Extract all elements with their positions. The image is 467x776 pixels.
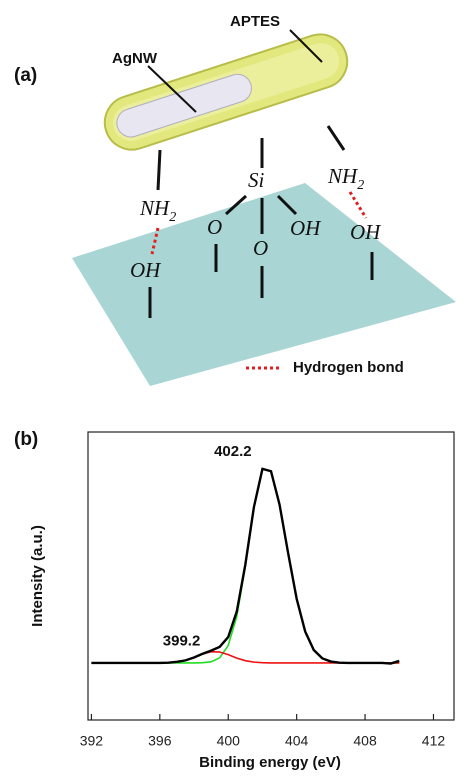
x-tick-label: 392 bbox=[80, 733, 104, 749]
atom-label: O bbox=[207, 215, 222, 239]
atom-subscript: 2 bbox=[169, 210, 176, 225]
atom-text: NH bbox=[139, 196, 171, 220]
bond bbox=[158, 150, 160, 190]
panel-label: (b) bbox=[14, 429, 38, 450]
atom-label: OH bbox=[350, 220, 382, 244]
page: {"diagram": {"panel_label": "(a)", "rod_… bbox=[0, 0, 467, 776]
x-tick-label: 404 bbox=[285, 733, 309, 749]
atom-label: Si bbox=[248, 168, 265, 192]
substrate bbox=[72, 183, 456, 386]
x-tick-label: 396 bbox=[148, 733, 172, 749]
panel-label: (a) bbox=[14, 65, 37, 86]
legend-label: Hydrogen bond bbox=[293, 359, 404, 376]
x-tick-label: 408 bbox=[353, 733, 377, 749]
rod-label: APTES bbox=[230, 13, 280, 30]
y-axis-label: Intensity (a.u.) bbox=[29, 525, 46, 627]
nanowire bbox=[98, 27, 354, 156]
atom-label: OH bbox=[130, 258, 162, 282]
x-axis-label: Binding energy (eV) bbox=[199, 754, 341, 771]
atom-label: NH2 bbox=[327, 164, 364, 193]
figure: (a) APTES AgNW NH2 OH Si O O OH NH2 OH H… bbox=[0, 0, 467, 776]
atom-label: NH2 bbox=[139, 196, 176, 225]
atom-label: O bbox=[253, 236, 268, 260]
x-tick-label: 412 bbox=[422, 733, 446, 749]
x-tick-label: 400 bbox=[217, 733, 241, 749]
atom-text: NH bbox=[327, 164, 359, 188]
annotation: 399.2 bbox=[163, 633, 201, 650]
atom-label: OH bbox=[290, 216, 322, 240]
series-line bbox=[91, 469, 399, 664]
wire-label: AgNW bbox=[112, 50, 158, 67]
bond bbox=[328, 126, 344, 150]
atom-subscript: 2 bbox=[357, 178, 364, 193]
series-line bbox=[91, 652, 399, 663]
annotation: 402.2 bbox=[214, 443, 252, 460]
hydrogen-bond bbox=[350, 192, 366, 218]
